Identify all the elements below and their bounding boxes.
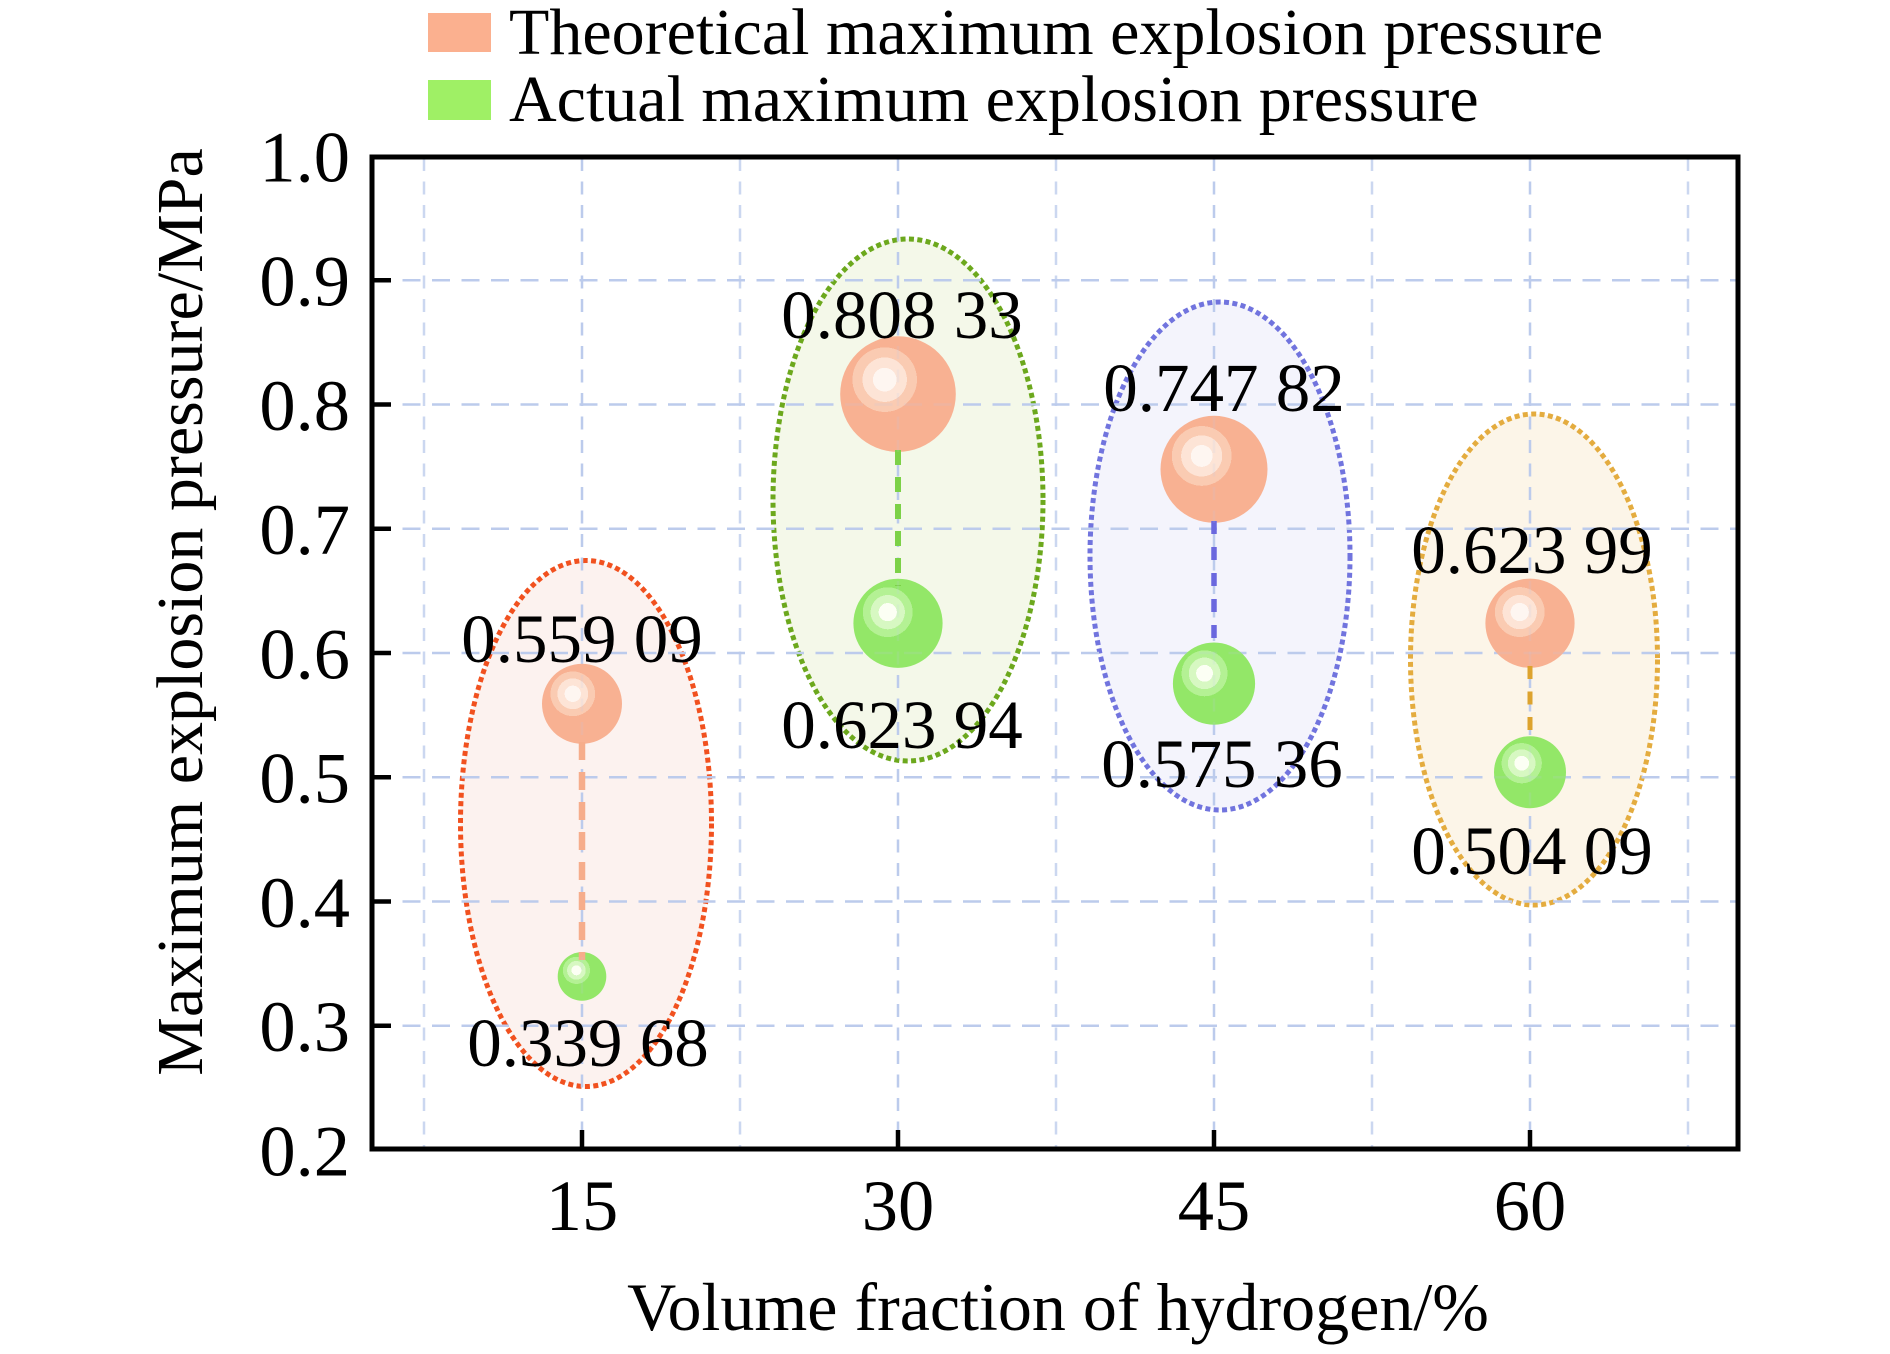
svg-text:Actual maximum explosion press: Actual maximum explosion pressure [509, 63, 1479, 136]
svg-text:Volume fraction of hydrogen/%: Volume fraction of hydrogen/% [627, 1269, 1489, 1345]
svg-text:1.0: 1.0 [259, 116, 350, 197]
svg-text:0.8: 0.8 [259, 365, 350, 446]
svg-text:0.623 99: 0.623 99 [1411, 512, 1653, 588]
svg-text:0.559 09: 0.559 09 [461, 601, 703, 677]
svg-text:0.3: 0.3 [259, 986, 350, 1067]
svg-text:0.504 09: 0.504 09 [1411, 813, 1653, 889]
svg-text:0.747 82: 0.747 82 [1103, 350, 1345, 426]
svg-text:0.623 94: 0.623 94 [781, 687, 1023, 763]
svg-text:30: 30 [862, 1165, 935, 1246]
svg-text:0.339 68: 0.339 68 [467, 1005, 709, 1081]
svg-text:45: 45 [1178, 1165, 1251, 1246]
svg-text:0.9: 0.9 [259, 241, 350, 322]
svg-text:0.575 36: 0.575 36 [1101, 726, 1343, 802]
svg-text:0.4: 0.4 [259, 862, 350, 943]
svg-text:0.7: 0.7 [259, 489, 350, 570]
svg-text:Maximum explosion pressure/MPa: Maximum explosion pressure/MPa [144, 148, 217, 1076]
svg-text:15: 15 [546, 1165, 619, 1246]
svg-text:0.5: 0.5 [259, 738, 350, 819]
svg-text:0.2: 0.2 [259, 1110, 350, 1191]
svg-text:0.808 33: 0.808 33 [781, 277, 1023, 353]
svg-text:60: 60 [1494, 1165, 1567, 1246]
svg-text:Theoretical maximum explosion: Theoretical maximum explosion pressure [509, 0, 1603, 69]
svg-text:0.6: 0.6 [259, 613, 350, 694]
